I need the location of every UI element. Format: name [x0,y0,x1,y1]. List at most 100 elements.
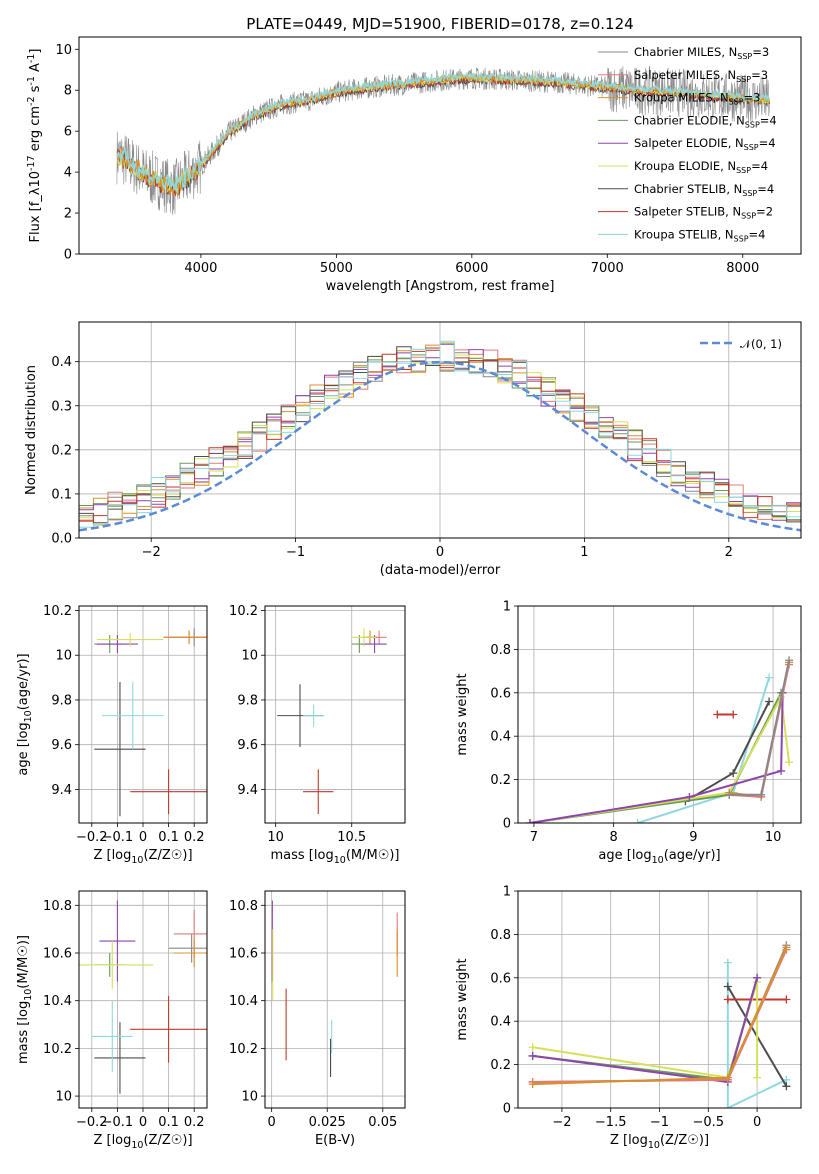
y-tick-label: 0 [503,1102,511,1117]
weight-marker [528,1043,537,1052]
y-tick-label: 0.2 [490,1058,511,1073]
y-tick-label: 10 [55,1090,72,1105]
weight-marker [723,1104,732,1108]
weight-marker [729,710,738,719]
weight-marker [723,1073,732,1082]
panel-weight-vs-age: 7 8 9 10 0 0.2 0.4 0.6 0.8 1 age [log10(age/yr)] ma… [455,600,802,866]
weight-marker [753,1073,762,1082]
weight-marker [782,1082,791,1091]
y-tick-label: 9.6 [51,738,72,753]
x-tick-label: 9 [689,830,697,845]
weight-marker [528,1080,537,1089]
spectrum-x-axis-label: wavelength [Angstrom, rest frame] [326,279,555,294]
x-tick-label: −0.1 [102,830,134,845]
x-tick-label: 0 [139,1115,147,1130]
axes-frame [264,890,406,1109]
normal-curve-line [79,360,801,532]
x-tick-label: −1.5 [595,1115,627,1130]
weight-marker [785,656,794,665]
residuals-y-axis-label: Normed distribution [24,365,39,495]
y-tick-label: 0.2 [490,773,511,788]
x-tick-label: −0.2 [76,830,108,845]
histogram-step-line [79,354,801,521]
axes-frame [78,321,802,539]
weight-series-line [529,692,784,823]
y-tick-label: 0.8 [490,928,511,943]
axes-frame [78,890,208,1109]
y-tick-label: 0.8 [490,643,511,658]
x-tick-label: 0.1 [158,1115,179,1130]
x-tick-label: −0.1 [102,1115,134,1130]
x-tick-label: 8 [610,830,618,845]
x-tick-label: 2 [725,545,733,560]
y-tick-label: 4 [64,166,72,181]
plot-area-spectrum [116,65,771,215]
plot-area-residuals [79,340,801,532]
y-tick-label: 0.4 [490,1015,511,1030]
y-tick-label: 10.2 [43,1042,72,1057]
weight-marker [765,697,774,706]
mass-vs-ebv-x-axis-label: E(B-V) [315,1133,355,1148]
plot-area-mass-vs-ebv [271,900,398,1077]
weight-marker [765,673,774,682]
y-tick-label: 0.6 [490,686,511,701]
y-tick-label: 6 [64,125,72,140]
axes-frame [517,890,802,1109]
x-tick-label: −1 [286,545,305,560]
x-tick-label: 0.05 [368,1115,397,1130]
weight-vs-age-y-axis-label: mass weight [455,673,470,755]
x-tick-label: 0 [753,1115,761,1130]
y-tick-label: 10.8 [229,899,258,914]
residuals-x-axis-label: (data-model)/error [380,563,501,578]
x-tick-label: 0.1 [158,830,179,845]
weight-series-line [529,693,790,823]
weight-series-line [532,977,759,1084]
x-tick-label: 6000 [455,261,488,276]
x-tick-label: 10.5 [337,830,366,845]
y-tick-label: 10 [241,1090,258,1105]
legend-entry: Kroupa MILES, NSSP=3 [634,91,760,107]
x-tick-label: 8000 [726,261,759,276]
axes-frame [78,36,802,255]
y-tick-label: 9.4 [237,783,258,798]
weight-marker [723,995,732,1004]
x-tick-label: 10 [765,830,782,845]
weight-marker [753,973,762,982]
panel-mass-vs-ebv: 0 0.025 0.05 10 10.2 10.4 10.6 10.8 E(B-V) [229,890,406,1148]
y-tick-label: 10.6 [43,947,72,962]
weight-marker [729,769,738,778]
y-tick-label: 0.4 [490,730,511,745]
x-tick-label: −1 [650,1115,669,1130]
x-tick-label: 0 [436,545,444,560]
y-tick-label: 0.6 [490,971,511,986]
x-tick-label: 10 [267,830,284,845]
legend-entry: Salpeter ELODIE, NSSP=4 [634,136,776,152]
spectrum-model-line [116,70,771,193]
y-tick-label: 0.0 [51,532,72,547]
weight-series-line [532,981,759,1079]
weight-marker [725,790,734,799]
weight-marker [525,819,534,823]
figure-title: PLATE=0449, MJD=51900, FIBERID=0178, z=0… [246,15,633,33]
x-tick-label: 0 [268,1115,276,1130]
panel-residuals: −2 −1 0 1 2 0.0 0.1 0.2 0.3 0.4 (data-model)/error… [24,321,802,578]
y-tick-label: 10.4 [43,994,72,1009]
x-tick-label: −2 [552,1115,571,1130]
weight-marker [782,995,791,1004]
axes-frame [517,605,802,824]
panel-weight-vs-Z: −2 −1.5 −1 −0.5 0 0 0.2 0.4 0.6 0.8 1 Z [log10(Z/Z☉… [455,885,802,1151]
y-tick-label: 0.3 [51,399,72,414]
legend-entry: Kroupa STELIB, NSSP=4 [634,227,765,243]
panel-spectrum: 4000 5000 6000 7000 8000 0 2 4 6 8 10 wavelength [A… [26,36,802,294]
plot-area-weight-vs-age [525,656,794,823]
age-vs-mass-x-axis-label: mass [log10(M/M☉)] [271,848,400,866]
legend-entry: Kroupa ELODIE, NSSP=4 [634,159,768,175]
y-tick-label: 2 [64,207,72,222]
y-tick-label: 0.2 [51,443,72,458]
x-tick-label: 5000 [320,261,353,276]
x-tick-label: 0.2 [184,830,205,845]
legend-entry: Chabrier ELODIE, NSSP=4 [634,113,777,129]
weight-marker [685,792,694,801]
panel-age-vs-Z: −0.2−0.1 0 0.1 0.2 9.4 9.6 9.8 10 10.2 Z [log10(Z… [16,604,208,866]
